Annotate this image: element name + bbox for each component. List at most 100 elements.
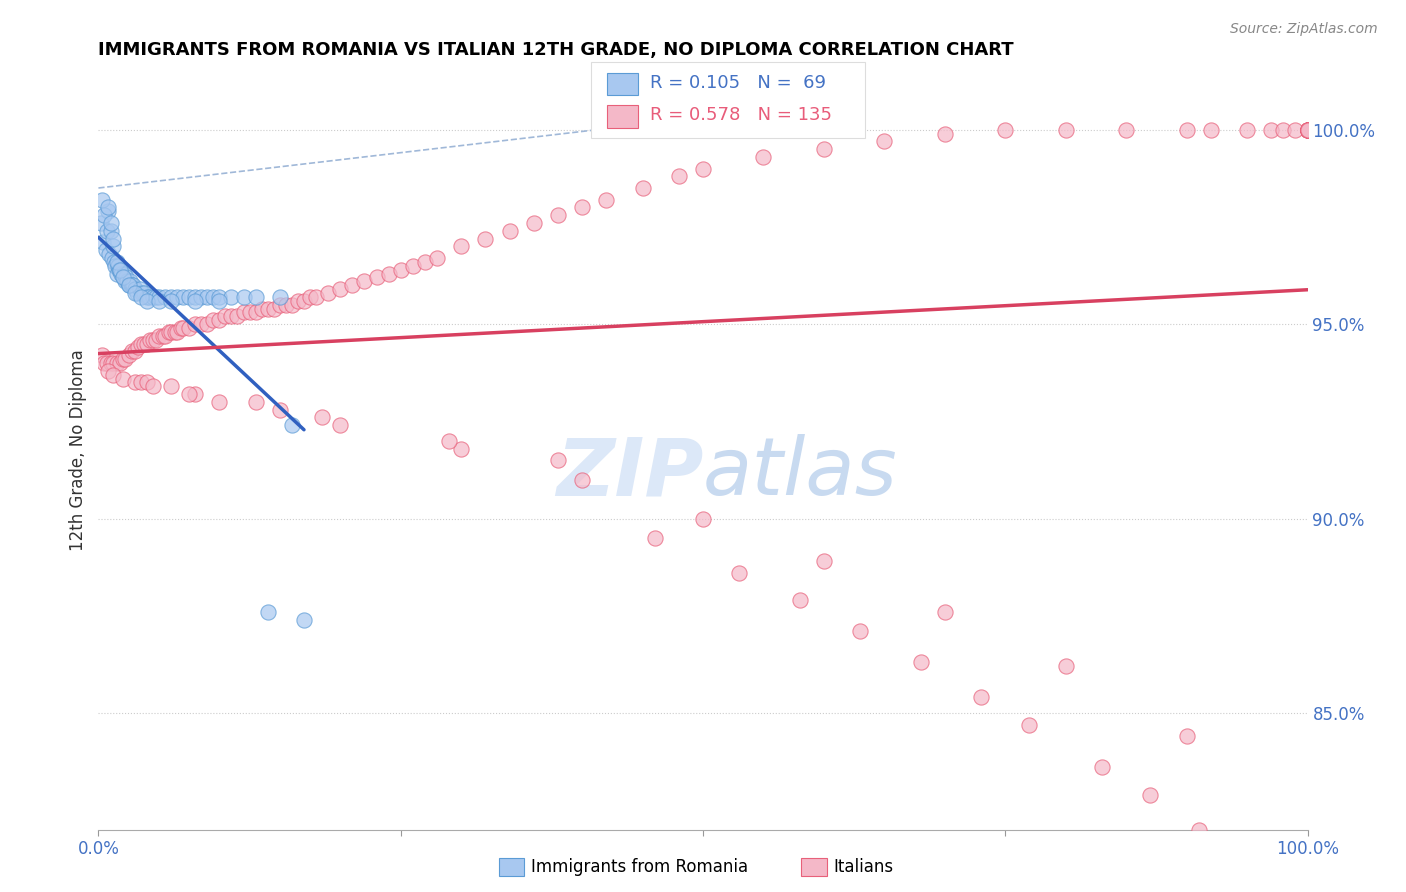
Point xyxy=(269,402,291,417)
Point xyxy=(160,293,183,308)
Point xyxy=(129,336,152,351)
Point xyxy=(129,376,152,390)
Point xyxy=(208,313,231,327)
Point xyxy=(316,285,339,300)
Point xyxy=(1296,122,1319,136)
Point xyxy=(184,387,207,401)
Point xyxy=(813,554,835,568)
Point xyxy=(97,364,120,378)
Point xyxy=(1139,788,1161,802)
Point xyxy=(692,161,714,176)
Y-axis label: 12th Grade, No Diploma: 12th Grade, No Diploma xyxy=(69,350,87,551)
Point xyxy=(127,340,149,354)
Point xyxy=(142,333,165,347)
Point xyxy=(1296,122,1319,136)
Point xyxy=(1272,122,1295,136)
Point xyxy=(547,208,569,222)
Point xyxy=(450,442,472,456)
Point xyxy=(93,208,115,222)
Point xyxy=(105,267,128,281)
Point xyxy=(910,656,932,670)
Point xyxy=(135,290,157,304)
Point xyxy=(118,278,141,293)
Point xyxy=(169,321,191,335)
Point xyxy=(157,325,180,339)
Point xyxy=(163,325,186,339)
Point xyxy=(1296,122,1319,136)
Point xyxy=(269,290,291,304)
Point xyxy=(195,290,218,304)
Point xyxy=(292,613,315,627)
Point xyxy=(115,270,138,285)
Point xyxy=(148,290,170,304)
Point xyxy=(121,344,143,359)
Point xyxy=(145,333,167,347)
Point xyxy=(377,267,399,281)
Point xyxy=(105,356,128,370)
Point xyxy=(118,348,141,362)
Point xyxy=(873,134,896,148)
Point xyxy=(108,262,131,277)
Point xyxy=(179,290,201,304)
Point xyxy=(108,262,131,277)
Point xyxy=(934,127,956,141)
Point xyxy=(172,321,194,335)
Point xyxy=(274,298,297,312)
Point xyxy=(101,231,124,245)
Point xyxy=(202,290,225,304)
Point xyxy=(1296,122,1319,136)
Text: IMMIGRANTS FROM ROMANIA VS ITALIAN 12TH GRADE, NO DIPLOMA CORRELATION CHART: IMMIGRANTS FROM ROMANIA VS ITALIAN 12TH … xyxy=(98,41,1014,59)
Point xyxy=(111,371,134,385)
Point xyxy=(474,231,496,245)
Point xyxy=(179,321,201,335)
Point xyxy=(96,224,118,238)
Point xyxy=(342,278,364,293)
Point xyxy=(166,290,188,304)
Point xyxy=(104,259,127,273)
Point xyxy=(179,387,201,401)
Point xyxy=(1296,122,1319,136)
Point xyxy=(208,395,231,409)
Point xyxy=(221,290,243,304)
Point xyxy=(970,690,993,705)
Text: R = 0.578   N = 135: R = 0.578 N = 135 xyxy=(650,106,831,124)
Point xyxy=(281,418,304,433)
Point xyxy=(91,235,114,250)
Point xyxy=(256,301,278,316)
Point xyxy=(112,267,135,281)
Point xyxy=(752,150,775,164)
Point xyxy=(153,290,176,304)
Point xyxy=(134,285,156,300)
Point xyxy=(1296,122,1319,136)
Point xyxy=(1296,122,1319,136)
Point xyxy=(129,290,152,304)
Point xyxy=(214,310,236,324)
Point xyxy=(728,566,751,580)
Point xyxy=(1091,760,1114,774)
Point xyxy=(103,255,125,269)
Point xyxy=(110,267,132,281)
Point xyxy=(101,368,124,382)
Point xyxy=(142,290,165,304)
Point xyxy=(232,290,254,304)
Point xyxy=(97,201,120,215)
Point xyxy=(166,325,188,339)
Point xyxy=(329,418,352,433)
Point xyxy=(124,376,146,390)
Point xyxy=(1296,122,1319,136)
Point xyxy=(121,278,143,293)
Point xyxy=(153,328,176,343)
Point xyxy=(1054,122,1077,136)
Point xyxy=(122,278,145,293)
Point xyxy=(111,270,134,285)
Point xyxy=(1236,122,1258,136)
Point xyxy=(1284,122,1306,136)
Point xyxy=(91,193,114,207)
Point xyxy=(184,290,207,304)
Point xyxy=(498,224,520,238)
Point xyxy=(114,274,136,288)
Point xyxy=(160,325,183,339)
Point xyxy=(139,333,162,347)
Point xyxy=(117,274,139,288)
Point xyxy=(1249,869,1271,883)
